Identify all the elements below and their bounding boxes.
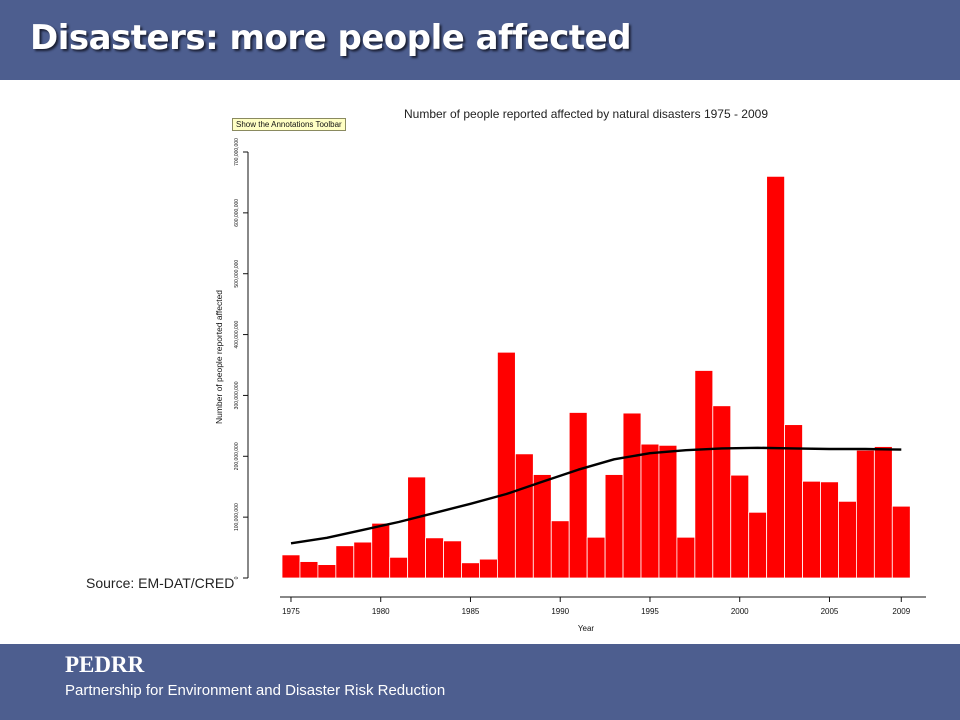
- bar-2004: [802, 480, 821, 579]
- bar-1986: [479, 558, 498, 579]
- bar-1982: [407, 476, 426, 579]
- bar-1977: [317, 564, 337, 579]
- bar-1988: [514, 453, 534, 579]
- bar-1997: [676, 536, 696, 579]
- bar-2005: [820, 481, 839, 579]
- bar-2006: [838, 500, 857, 579]
- x-axis-label: Year: [578, 624, 595, 633]
- bar-1990: [550, 520, 570, 579]
- y-tick-label: 300,000,000: [234, 381, 240, 409]
- y-tick-label: 400,000,000: [234, 320, 240, 348]
- slide-title: Disasters: more people affected: [30, 18, 632, 58]
- bar-1996: [658, 444, 678, 579]
- bar-1992: [586, 536, 606, 579]
- bar-1989: [532, 474, 552, 579]
- x-tick-label: 2005: [821, 607, 839, 616]
- x-tick-label: 1975: [282, 607, 300, 616]
- x-ticks: 1975 1980 1985 1990 1995 2000 2005 2009: [282, 597, 911, 616]
- bar-1983: [425, 537, 444, 579]
- x-tick-label: 2000: [731, 607, 749, 616]
- x-tick-label: 1985: [462, 607, 480, 616]
- y-tick-label: 0: [234, 576, 240, 579]
- footer-band: [0, 644, 960, 720]
- x-tick-label: 1995: [641, 607, 659, 616]
- bar-2002: [766, 175, 786, 579]
- x-tick-label: 2009: [892, 607, 910, 616]
- trend-line: [290, 446, 902, 545]
- bar-2009: [891, 505, 911, 579]
- x-tick-label: 1990: [551, 607, 569, 616]
- x-tick-label: 1980: [372, 607, 390, 616]
- bar-1980: [371, 522, 391, 579]
- bar-1976: [299, 561, 319, 579]
- bar-1981: [389, 556, 409, 579]
- y-tick-label: 200,000,000: [234, 442, 240, 470]
- bar-1979: [353, 541, 373, 579]
- bars-layer: [281, 175, 911, 579]
- bar-1994: [622, 412, 642, 579]
- bar-2000: [730, 474, 750, 579]
- y-tick-label: 700,000,000: [234, 138, 240, 166]
- bar-1984: [443, 540, 462, 579]
- bar-2001: [748, 511, 768, 579]
- annotations-toolbar-tooltip[interactable]: Show the Annotations Toolbar: [232, 118, 346, 131]
- chart-title: Number of people reported affected by na…: [404, 107, 768, 121]
- bar-1998: [694, 370, 714, 579]
- bar-1993: [604, 474, 624, 579]
- bar-1995: [640, 443, 660, 579]
- header-band: [0, 0, 960, 80]
- bar-1999: [712, 405, 732, 579]
- bar-1987: [496, 351, 516, 579]
- y-tick-label: 500,000,000: [234, 260, 240, 288]
- org-full-name: Partnership for Environment and Disaster…: [65, 682, 446, 699]
- bar-2007: [856, 449, 875, 579]
- org-name: PEDRR: [65, 652, 145, 677]
- trend-layer: [290, 446, 902, 545]
- y-ticks: 0 100,000,000 200,000,000 300,000,000 400,00…: [234, 138, 248, 579]
- bar-1978: [335, 545, 355, 579]
- bar-2008: [873, 446, 893, 579]
- bar-1985: [461, 562, 480, 579]
- source-note: Source: EM-DAT/CRED: [86, 575, 235, 591]
- bar-1991: [568, 412, 588, 579]
- bar-1975: [281, 554, 301, 579]
- y-axis-label: Number of people reported affected: [214, 290, 224, 424]
- y-tick-label: 600,000,000: [234, 199, 240, 227]
- y-tick-label: 100,000,000: [234, 503, 240, 531]
